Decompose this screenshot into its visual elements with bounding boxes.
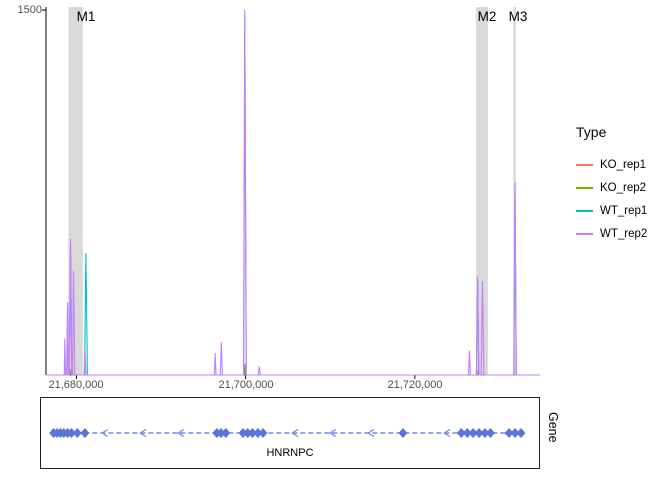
legend-item-wt-rep2: WT_rep2 — [576, 222, 647, 245]
highlight-label-m2: M2 — [477, 9, 497, 24]
legend-item-label: KO_rep1 — [600, 158, 647, 171]
legend-item-label: WT_rep1 — [600, 204, 648, 217]
legend-item-ko-rep1: KO_rep1 — [576, 153, 647, 176]
legend-item-label: WT_rep2 — [600, 227, 648, 240]
legend-key-line-icon — [576, 186, 593, 189]
gene-track-axis-label: Gene — [546, 412, 560, 443]
legend: Type KO_rep1 KO_rep2 WT_rep1 WT_rep2 — [576, 124, 647, 245]
legend-title: Type — [576, 124, 607, 140]
legend-item-ko-rep2: KO_rep2 — [576, 176, 647, 199]
legend-key-line-icon — [576, 163, 593, 166]
legend-item-wt-rep1: WT_rep1 — [576, 199, 647, 222]
gene-track-box — [40, 397, 540, 469]
x-tick-label-2: 21,700,000 — [218, 379, 274, 391]
legend-key-line-icon — [576, 232, 593, 235]
highlight-label-m1: M1 — [76, 9, 96, 24]
legend-key-line-icon — [576, 209, 593, 212]
y-axis-tick-label: 1500 — [17, 4, 42, 16]
highlight-label-m3: M3 — [508, 9, 528, 24]
legend-item-label: KO_rep2 — [600, 181, 647, 194]
gene-name-label: HNRNPC — [266, 447, 314, 459]
x-tick-label-3: 21,720,000 — [387, 379, 443, 391]
x-tick-label-1: 21,680,000 — [48, 379, 104, 391]
